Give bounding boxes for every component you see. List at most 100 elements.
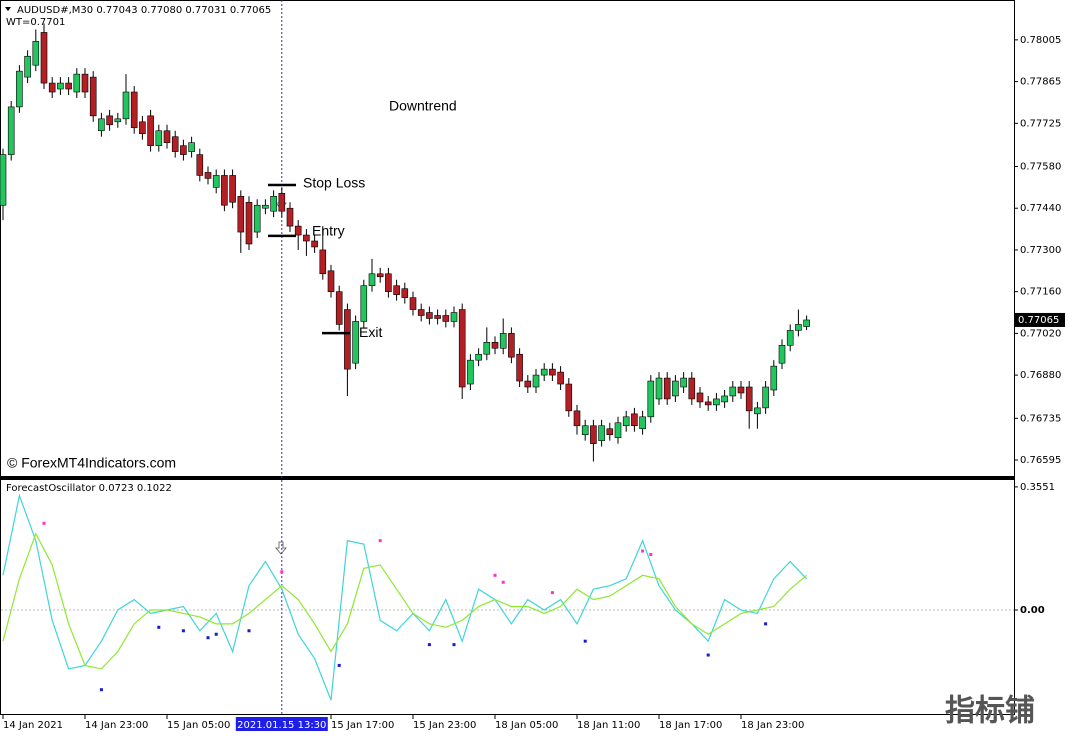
candle-body	[237, 196, 245, 233]
candle-body	[360, 285, 368, 322]
candle-body	[262, 204, 269, 209]
candle-body	[147, 115, 154, 146]
oscillator-line	[2, 532, 807, 670]
candle-body	[40, 32, 48, 84]
candle-body	[270, 196, 277, 212]
candle-body	[16, 70, 23, 108]
candle-body	[65, 82, 72, 90]
candle-body	[401, 288, 409, 298]
signal-arrow	[275, 541, 287, 555]
candle-body	[795, 324, 802, 331]
x-tick-label: 18 Jan 11:00	[577, 720, 640, 731]
x-tick-label: 15 Jan 23:00	[413, 720, 476, 731]
signal-dot	[641, 549, 645, 553]
x-tick-label: 14 Jan 2021	[3, 720, 63, 731]
candle-body	[655, 377, 663, 400]
candle-body	[532, 374, 540, 388]
credit: © ForexMT4Indicators.com	[7, 455, 176, 471]
candle-body	[442, 315, 450, 322]
y-tick-label: 0.00	[1020, 605, 1045, 616]
candle-body	[48, 82, 56, 93]
x-tick-label: 15 Jan 05:00	[167, 720, 230, 731]
watermark: 指标铺	[945, 694, 1035, 729]
candle-body	[622, 416, 630, 427]
candle-body	[696, 392, 704, 403]
candle-body	[417, 309, 425, 316]
candle-body	[713, 398, 720, 406]
y-tick-label: 0.77160	[1020, 287, 1061, 298]
candle-body	[803, 319, 810, 327]
candle-body	[204, 172, 212, 179]
candle-body	[114, 118, 122, 123]
annotation: Entry	[312, 223, 345, 239]
candle-body	[352, 321, 359, 364]
candle-body	[196, 154, 204, 176]
candle-body	[631, 413, 638, 427]
signal-dot	[583, 639, 587, 643]
candle-body	[557, 371, 564, 385]
symbol-menu-icon	[5, 7, 11, 11]
candle-body	[639, 416, 646, 430]
candle-body	[565, 383, 573, 412]
x-tick-label: 15 Jan 17:00	[331, 720, 394, 731]
annotation: Stop Loss	[303, 175, 365, 191]
candle-body	[573, 410, 581, 427]
candle-body	[458, 309, 466, 388]
candle-body	[778, 344, 786, 364]
candle-body	[303, 234, 310, 242]
candle-body	[163, 130, 171, 143]
candle-body	[311, 240, 318, 248]
crosshair-label-box	[235, 717, 328, 731]
y-tick-label: 0.76880	[1020, 370, 1061, 381]
signal-dot	[247, 629, 251, 633]
y-tick-label: 0.3551	[1020, 482, 1055, 493]
signal-dot	[649, 553, 653, 557]
y-tick-label: 0.76595	[1020, 455, 1061, 466]
candle-body	[704, 401, 712, 406]
signal-dot	[427, 643, 431, 647]
y-tick-label: 0.77300	[1020, 245, 1061, 256]
candle-body	[245, 201, 253, 245]
signal-dot	[337, 663, 341, 667]
candle-body	[89, 76, 97, 117]
signal-dot	[280, 570, 284, 574]
signal-dot	[452, 643, 456, 647]
candle-body	[32, 41, 40, 66]
candle-body	[73, 73, 81, 93]
y-tick-label: 0.76735	[1020, 413, 1061, 424]
candle-body	[598, 425, 605, 441]
candle-body	[7, 106, 15, 155]
oscillator-panel-frame	[0, 479, 1015, 715]
candle-body	[614, 422, 622, 438]
candle-body	[188, 142, 195, 152]
candle-body	[721, 395, 728, 403]
candle-body	[98, 118, 105, 132]
candle-body	[368, 273, 376, 286]
candle-body	[754, 407, 761, 415]
signal-dot	[550, 591, 554, 595]
last-price-label: 0.77065	[1018, 315, 1059, 326]
price-panel-frame	[0, 0, 1015, 477]
candle-body	[327, 270, 335, 292]
y-tick-label: 0.77440	[1020, 203, 1061, 214]
candle-body	[286, 207, 294, 227]
candle-body	[663, 377, 671, 400]
oscillator-line	[2, 493, 808, 701]
y-tick-label: 0.77020	[1020, 328, 1061, 339]
candle-body	[475, 353, 482, 361]
candle-body	[499, 333, 507, 349]
candle-body	[319, 249, 327, 275]
candle-body	[467, 359, 474, 385]
last-price-box	[1015, 312, 1065, 327]
candle-body	[155, 130, 163, 146]
candle-body	[335, 291, 343, 325]
candle-body	[516, 353, 523, 382]
candle-body	[171, 136, 179, 152]
candle-body	[434, 315, 441, 319]
candle-body	[647, 380, 655, 418]
candle-body	[106, 115, 113, 126]
candle-body	[590, 425, 597, 444]
candle-body	[81, 73, 89, 93]
